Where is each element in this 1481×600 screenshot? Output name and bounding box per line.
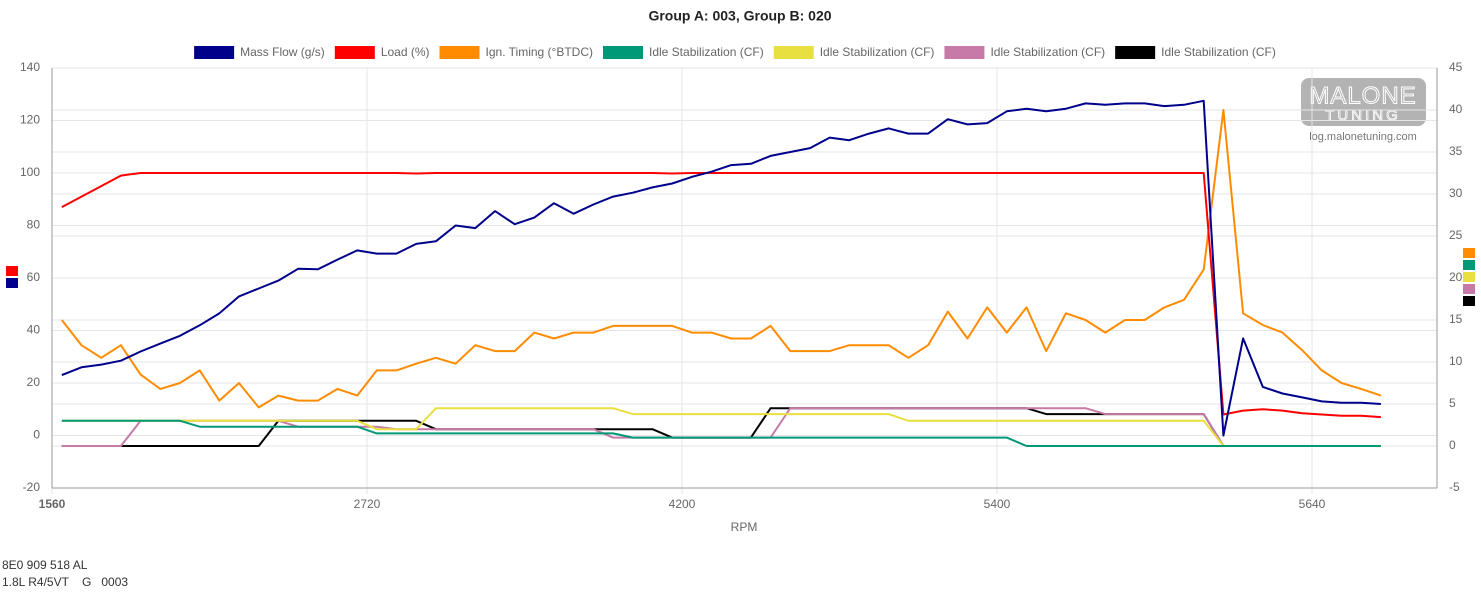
y-tick-label: 100 xyxy=(20,165,40,179)
series-line xyxy=(61,407,1381,447)
y2-tick-label: 20 xyxy=(1449,270,1463,284)
legend-item: Load (%) xyxy=(334,45,430,59)
legend-swatch xyxy=(603,46,643,59)
y-tick-label: 0 xyxy=(33,428,40,442)
x-tick-label: 5640 xyxy=(1299,497,1326,511)
axis-indicator xyxy=(6,278,18,288)
x-tick-label: 5400 xyxy=(984,497,1011,511)
series-line xyxy=(61,109,1382,409)
legend-item: Idle Stabilization (CF) xyxy=(1115,45,1276,59)
axis-indicator xyxy=(1463,296,1475,306)
y-tick-label: 140 xyxy=(20,60,40,74)
y2-tick-label: 45 xyxy=(1449,60,1463,74)
footer-line: 1.8L R4/5VT G 0003 xyxy=(2,575,128,589)
legend-swatch xyxy=(194,46,235,59)
axis-indicator xyxy=(6,266,18,276)
y-tick-label: 80 xyxy=(27,218,41,232)
footer-line: 8E0 909 518 AL xyxy=(2,558,88,572)
y2-tick-label: 5 xyxy=(1449,396,1456,410)
legend-item: Idle Stabilization (CF) xyxy=(603,45,764,59)
legend-label: Idle Stabilization (CF) xyxy=(649,45,764,59)
y2-tick-label: 15 xyxy=(1449,312,1463,326)
y2-tick-label: 25 xyxy=(1449,228,1463,242)
y2-tick-label: 0 xyxy=(1449,438,1456,452)
y-tick-label: 20 xyxy=(27,375,41,389)
legend-swatch xyxy=(1115,46,1156,59)
y2-tick-label: 30 xyxy=(1449,186,1463,200)
legend-item: Mass Flow (g/s) xyxy=(194,45,325,59)
chart-title: Group A: 003, Group B: 020 xyxy=(648,8,831,24)
axis-indicator xyxy=(1463,284,1475,294)
y-tick-label: 40 xyxy=(27,323,41,337)
legend-swatch xyxy=(439,46,480,59)
series-line xyxy=(61,172,1381,419)
y2-tick-label: 35 xyxy=(1449,144,1463,158)
y2-tick-label: 10 xyxy=(1449,354,1463,368)
legend-swatch xyxy=(334,46,375,59)
y-tick-label: -20 xyxy=(23,480,41,494)
logo-url: log.malonetuning.com xyxy=(1309,131,1417,143)
axis-indicator xyxy=(1463,260,1475,270)
legend-item: Ign. Timing (°BTDC) xyxy=(439,45,593,59)
x-tick-label: 1560 xyxy=(39,497,66,511)
legend-label: Idle Stabilization (CF) xyxy=(820,45,935,59)
legend-swatch xyxy=(944,46,985,59)
y2-tick-label: 40 xyxy=(1449,102,1463,116)
legend-label: Mass Flow (g/s) xyxy=(240,45,325,59)
legend-label: Idle Stabilization (CF) xyxy=(1161,45,1276,59)
axis-indicator xyxy=(1463,272,1475,282)
logo-brand: MALONE xyxy=(1309,82,1416,109)
logo-box xyxy=(1301,78,1426,126)
watermark: MALONE TUNING log.malonetuning.com xyxy=(1301,78,1426,143)
legend-item: Idle Stabilization (CF) xyxy=(944,45,1105,59)
series-line xyxy=(61,99,1381,437)
legend-label: Idle Stabilization (CF) xyxy=(990,45,1105,59)
legend-swatch xyxy=(773,46,814,59)
y-tick-label: 120 xyxy=(20,113,40,127)
legend-label: Load (%) xyxy=(381,45,430,59)
x-tick-label: 2720 xyxy=(354,497,381,511)
axis-indicator xyxy=(1463,248,1475,258)
y2-tick-label: -5 xyxy=(1449,480,1460,494)
y-tick-label: 60 xyxy=(27,270,41,284)
legend-label: Ign. Timing (°BTDC) xyxy=(486,45,593,59)
x-axis-label: RPM xyxy=(731,520,758,534)
x-tick-label: 4200 xyxy=(669,497,696,511)
legend-item: Idle Stabilization (CF) xyxy=(773,45,935,59)
series-line xyxy=(61,419,1381,447)
logo-sub: TUNING xyxy=(1325,107,1401,124)
